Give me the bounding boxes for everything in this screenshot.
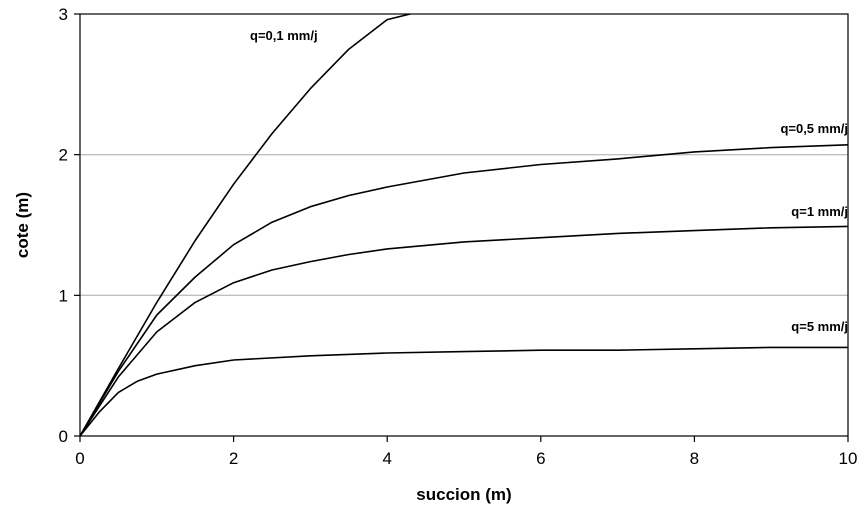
x-tick-label: 6 — [536, 449, 545, 468]
y-tick-label: 1 — [59, 286, 68, 305]
series-group — [80, 14, 848, 436]
series-label-1: q=0,1 mm/j — [250, 28, 318, 43]
series-label-4: q=5 mm/j — [791, 319, 848, 334]
series-line-3 — [80, 225, 848, 436]
x-tick-label: 10 — [839, 449, 858, 468]
series-line-1 — [80, 14, 412, 436]
series-labels: q=0,1 mm/j q=0,5 mm/j q=1 mm/j q=5 mm/j — [250, 28, 848, 334]
y-tick-label: 2 — [59, 146, 68, 165]
plot-area-frame — [79, 13, 849, 437]
x-tick-label: 8 — [690, 449, 699, 468]
y-axis-title: cote (m) — [13, 192, 32, 258]
series-line-2 — [80, 144, 848, 436]
x-tick-label: 0 — [75, 449, 84, 468]
y-tick-label: 3 — [59, 5, 68, 24]
x-tick-label: 2 — [229, 449, 238, 468]
x-tick-label: 4 — [382, 449, 391, 468]
gridlines — [80, 154, 848, 296]
y-tick-label: 0 — [59, 427, 68, 446]
axis-ticks: 0 2 4 6 8 10 0 1 2 3 — [59, 5, 858, 468]
series-label-2: q=0,5 mm/j — [780, 121, 848, 136]
series-line-4 — [80, 346, 848, 436]
x-axis-title: succion (m) — [416, 485, 511, 504]
series-label-3: q=1 mm/j — [791, 204, 848, 219]
